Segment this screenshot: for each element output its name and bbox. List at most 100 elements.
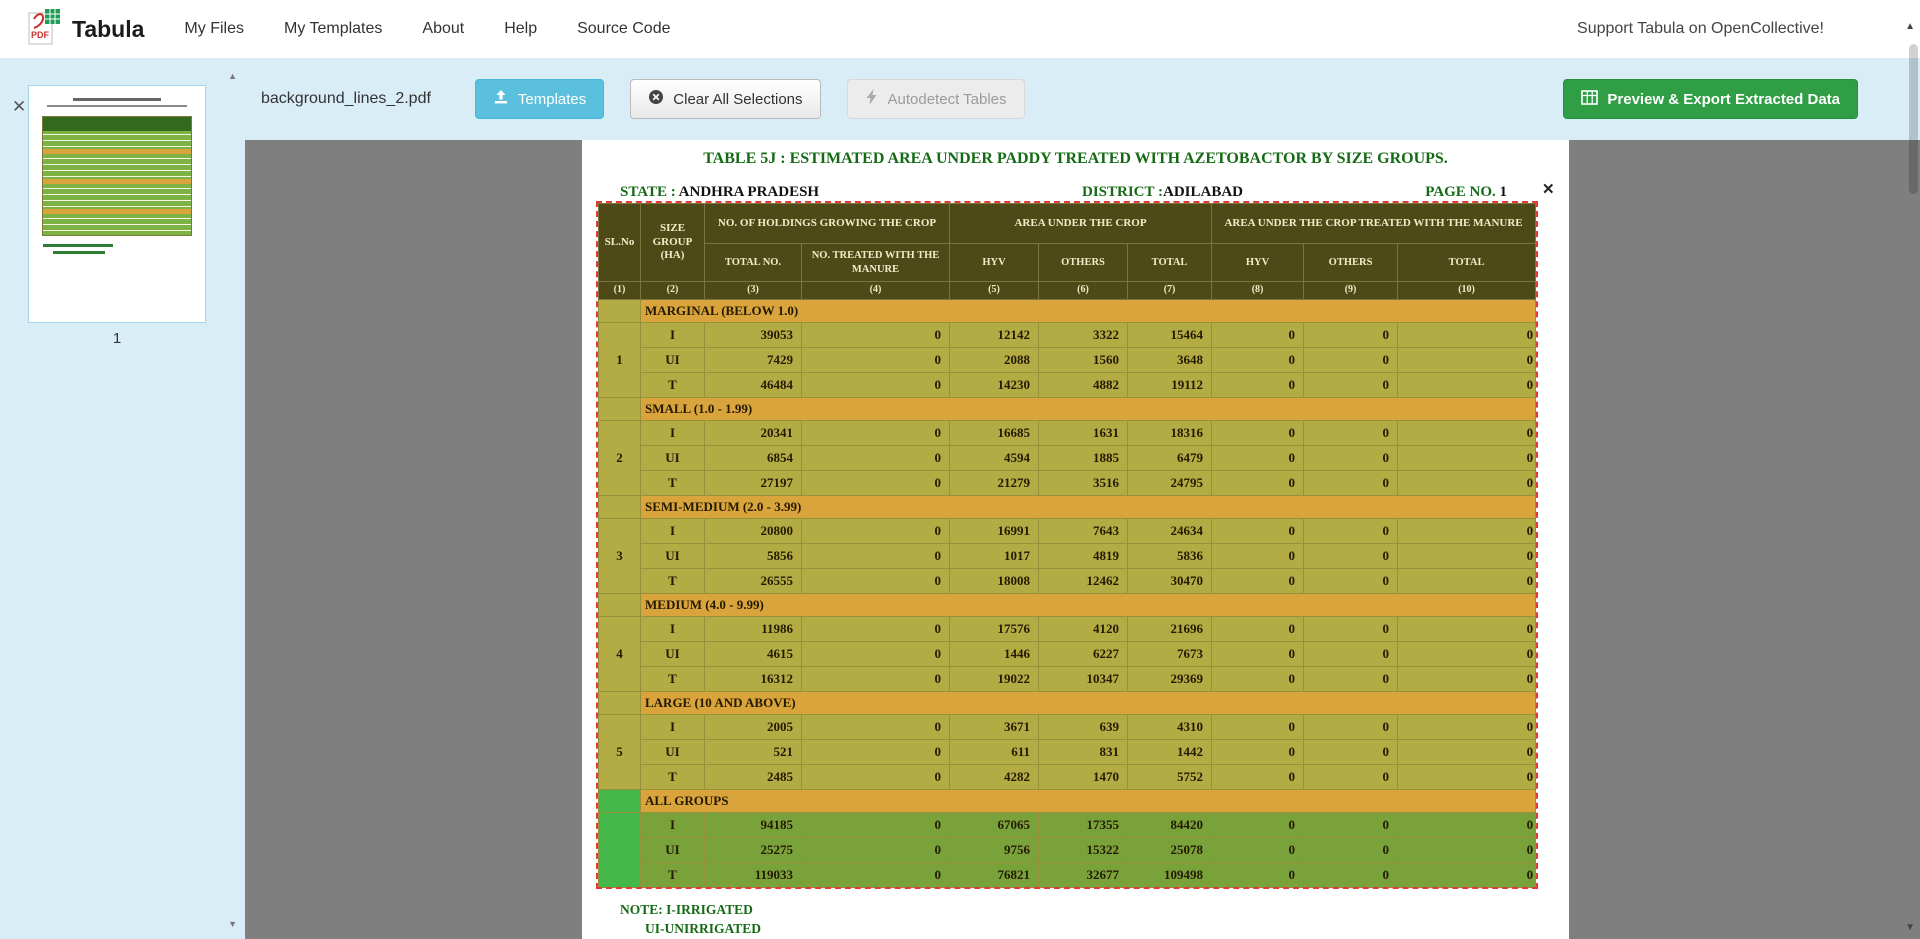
value-cell: 17355: [1038, 812, 1129, 838]
value-cell: 0: [1303, 543, 1399, 569]
brand-link[interactable]: PDF Tabula: [26, 7, 144, 52]
value-cell: 5752: [1127, 764, 1213, 790]
nav-help[interactable]: Help: [504, 20, 538, 37]
sl-band-cell: [598, 593, 641, 617]
row-type-cell: T: [640, 764, 705, 790]
page-thumbnail[interactable]: [28, 85, 206, 323]
table-grid-icon: [1581, 89, 1599, 109]
value-cell: 16312: [704, 666, 802, 692]
pdf-note-line-2: UI-UNIRRIGATED: [645, 921, 762, 936]
row-type-cell: I: [640, 812, 705, 838]
pdf-page[interactable]: TABLE 5J : ESTIMATED AREA UNDER PADDY TR…: [582, 140, 1569, 939]
value-cell: 6479: [1127, 445, 1213, 471]
value-cell: 0: [1211, 812, 1305, 838]
thumbnail-close-icon[interactable]: ✕: [12, 97, 27, 116]
value-cell: 0: [1211, 347, 1305, 373]
value-cell: 0: [1211, 445, 1305, 471]
section-label: SMALL (1.0 - 1.99): [639, 397, 1537, 421]
pdf-table-title: TABLE 5J : ESTIMATED AREA UNDER PADDY TR…: [703, 150, 1448, 167]
value-cell: 0: [1211, 372, 1305, 398]
value-cell: 1631: [1038, 420, 1129, 446]
sl-band-cell: [598, 397, 641, 421]
thumb-subtitle-line: [47, 105, 187, 107]
table-row: T 2485 0 4282 1470 5752 0 0 0: [599, 764, 1537, 790]
value-cell: 0: [800, 347, 951, 373]
brand-name: Tabula: [72, 15, 145, 42]
value-cell: 0: [1303, 470, 1399, 496]
autodetect-tables-button[interactable]: Autodetect Tables: [846, 79, 1025, 119]
value-cell: 0: [800, 568, 951, 594]
value-cell: 24795: [1127, 470, 1213, 496]
selection-box[interactable]: [596, 201, 1538, 889]
value-cell: 0: [1211, 764, 1305, 790]
nav-about[interactable]: About: [422, 20, 465, 37]
row-type-cell: UI: [640, 347, 705, 373]
templates-button[interactable]: Templates: [474, 79, 605, 119]
value-cell: 0: [1211, 641, 1305, 667]
table-row: UI 521 0 611 831 1442 0 0 0: [599, 739, 1537, 765]
thumbnail-page-number: 1: [112, 330, 122, 347]
row-type-cell: I: [640, 714, 705, 740]
value-cell: 0: [1303, 322, 1399, 348]
section-band-row: MEDIUM (4.0 - 9.99): [598, 593, 1537, 617]
value-cell: 2005: [704, 714, 802, 740]
row-type-cell: UI: [640, 739, 705, 765]
value-cell: 18008: [949, 568, 1040, 594]
sl-cell: 3: [598, 518, 641, 594]
value-cell: 0: [1211, 470, 1305, 496]
value-cell: 2485: [704, 764, 802, 790]
value-cell: 0: [1397, 568, 1537, 594]
preview-export-button[interactable]: Preview & Export Extracted Data: [1563, 79, 1858, 119]
support-link[interactable]: Support Tabula on OpenCollective!: [1577, 20, 1824, 37]
value-cell: 0: [800, 322, 951, 348]
table-row: 2 I 20341 0 16685 1631 18316 0 0 0: [598, 420, 1537, 496]
table-row: T 27197 0 21279 3516 24795 0 0 0: [599, 470, 1537, 496]
value-cell: 21696: [1127, 616, 1213, 642]
value-cell: 11986: [704, 616, 802, 642]
value-cell: 0: [1303, 812, 1399, 838]
value-cell: 0: [800, 543, 951, 569]
window-scroll-up-icon[interactable]: ▲: [1905, 21, 1915, 32]
nav-my-templates[interactable]: My Templates: [283, 20, 383, 37]
selection-delete-icon[interactable]: ✕: [1542, 181, 1555, 198]
value-cell: 0: [800, 714, 951, 740]
thumbnail-sidebar: ▲ ✕ 1 ▼: [0, 58, 245, 939]
nav-my-files[interactable]: My Files: [184, 20, 244, 37]
value-cell: 25078: [1127, 837, 1213, 863]
window-scrollbar-thumb[interactable]: [1909, 44, 1918, 194]
value-cell: 0: [800, 616, 951, 642]
value-cell: 0: [1303, 616, 1399, 642]
value-cell: 0: [1397, 812, 1537, 838]
clear-all-selections-button[interactable]: Clear All Selections: [630, 79, 821, 119]
value-cell: 25275: [704, 837, 802, 863]
value-cell: 20800: [704, 518, 802, 544]
value-cell: 7673: [1127, 641, 1213, 667]
nav-source-code[interactable]: Source Code: [577, 20, 671, 37]
value-cell: 4310: [1127, 714, 1213, 740]
value-cell: 0: [1303, 347, 1399, 373]
value-cell: 639: [1038, 714, 1129, 740]
sl-band-cell: [598, 789, 641, 813]
value-cell: 4882: [1038, 372, 1129, 398]
value-cell: 15464: [1127, 322, 1213, 348]
value-cell: 0: [1303, 445, 1399, 471]
window-scroll-down-icon[interactable]: ▼: [1905, 922, 1915, 933]
value-cell: 0: [1397, 714, 1537, 740]
value-cell: 0: [1303, 666, 1399, 692]
value-cell: 0: [1303, 862, 1399, 888]
value-cell: 0: [1397, 518, 1537, 544]
pdf-table-body: MARGINAL (BELOW 1.0) 1 I 39053 0 12142 3322 154…: [598, 299, 1537, 888]
value-cell: 521: [704, 739, 802, 765]
value-cell: 1442: [1127, 739, 1213, 765]
row-type-cell: T: [640, 470, 705, 496]
sidebar-scroll-down-icon[interactable]: ▼: [228, 919, 237, 929]
sidebar-scroll-up-icon[interactable]: ▲: [228, 71, 237, 81]
pdf-note-line-1: NOTE: I-IRRIGATED: [620, 902, 753, 917]
table-row: T 16312 0 19022 10347 29369 0 0 0: [599, 666, 1537, 692]
value-cell: 0: [1211, 739, 1305, 765]
value-cell: 84420: [1127, 812, 1213, 838]
row-type-cell: UI: [640, 641, 705, 667]
section-band-row: LARGE (10 AND ABOVE): [598, 691, 1537, 715]
row-type-cell: UI: [640, 543, 705, 569]
